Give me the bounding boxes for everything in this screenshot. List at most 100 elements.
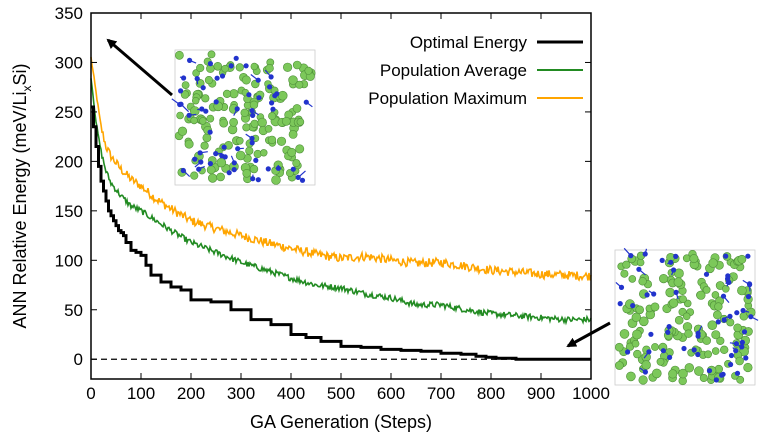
inset-initial-atoms [171, 50, 316, 185]
si-atom [646, 349, 652, 355]
legend-label-optimal-energy: Optimal Energy [410, 33, 528, 52]
si-atom [272, 93, 278, 99]
li-atom [249, 164, 259, 174]
si-atom [739, 344, 745, 350]
si-atom [703, 271, 710, 277]
si-atom [695, 330, 701, 336]
li-atom [292, 60, 302, 70]
li-atom [708, 258, 718, 268]
li-atom [242, 169, 251, 178]
inset-final-atoms [614, 247, 759, 386]
li-atom [682, 312, 691, 321]
si-atom [660, 348, 667, 354]
li-atom [737, 254, 747, 264]
li-atom [696, 290, 706, 300]
si-atom [715, 319, 721, 325]
si-atom [186, 112, 192, 118]
li-atom [704, 350, 712, 359]
x-tick-label: 500 [327, 384, 355, 403]
si-atom [642, 251, 648, 257]
si-atom [233, 55, 239, 61]
li-atom [673, 277, 684, 288]
si-atom [203, 108, 209, 114]
legend-label-population-maximum: Population Maximum [368, 89, 527, 108]
y-tick-label: 100 [55, 251, 83, 270]
li-atom [267, 135, 277, 145]
li-atom [296, 118, 305, 126]
li-atom [615, 361, 624, 370]
li-atom [222, 89, 232, 98]
si-atom [644, 292, 650, 298]
li-atom [229, 117, 238, 127]
li-atom [281, 116, 291, 126]
si-atom [249, 108, 255, 114]
si-atom [651, 291, 657, 297]
x-axis-label: GA Generation (Steps) [250, 412, 432, 432]
si-atom [740, 307, 746, 314]
li-atom [245, 146, 254, 155]
si-atom [213, 151, 219, 157]
si-atom [243, 63, 249, 69]
li-atom [288, 129, 298, 139]
li-atom [678, 368, 688, 379]
li-atom [656, 357, 665, 366]
y-tick-label: 0 [74, 350, 83, 369]
si-atom [222, 154, 228, 160]
si-atom [187, 57, 193, 64]
li-atom [631, 312, 641, 322]
li-atom [207, 50, 216, 59]
li-atom [221, 64, 229, 73]
arrow-to-final [566, 321, 611, 348]
li-atom [250, 62, 259, 71]
li-atom [277, 90, 288, 101]
x-tick-label: 900 [527, 384, 555, 403]
li-atom [633, 349, 642, 359]
si-atom [665, 329, 671, 335]
si-atom [628, 253, 634, 259]
li-atom [190, 116, 198, 125]
si-atom [275, 165, 281, 171]
si-atom [265, 166, 271, 172]
si-atom [221, 144, 227, 150]
li-atom [241, 75, 251, 85]
inset-initial-structure [171, 49, 316, 186]
li-atom [726, 318, 735, 327]
si-atom [636, 266, 642, 272]
si-atom [267, 84, 273, 90]
li-atom [174, 50, 184, 60]
li-atom [295, 144, 305, 154]
li-atom [674, 315, 684, 325]
li-atom [176, 111, 184, 120]
li-atom [206, 165, 216, 175]
li-atom [638, 277, 647, 286]
series-line-population-maximum [90, 56, 592, 282]
li-atom [665, 287, 675, 298]
series-line-population-average [90, 78, 592, 326]
li-atom [638, 316, 649, 327]
li-atom [679, 295, 687, 304]
li-atom [711, 330, 721, 340]
si-atom [231, 160, 237, 166]
y-tick-label: 250 [55, 103, 83, 122]
si-atom [253, 157, 259, 163]
arrow-to-initial [106, 38, 173, 97]
si-atom [745, 294, 752, 300]
tick-layer: 0 100 200 300 400 500 600 700 800 900 1000 0 50 100 15… [55, 4, 610, 403]
si-atom [178, 101, 184, 107]
li-atom [714, 302, 723, 311]
li-atom [689, 254, 699, 264]
si-atom [630, 303, 636, 309]
si-atom [719, 372, 725, 378]
si-atom [231, 167, 237, 173]
li-atom [684, 363, 694, 373]
li-atom [219, 118, 229, 128]
si-atom [734, 310, 740, 316]
li-atom [668, 298, 679, 308]
x-tick-label: 300 [227, 384, 255, 403]
y-tick-label: 150 [55, 202, 83, 221]
li-atom [213, 62, 223, 71]
si-atom [625, 349, 631, 355]
y-tick-label: 50 [64, 301, 83, 320]
si-atom [733, 348, 739, 354]
si-atom [194, 76, 200, 82]
